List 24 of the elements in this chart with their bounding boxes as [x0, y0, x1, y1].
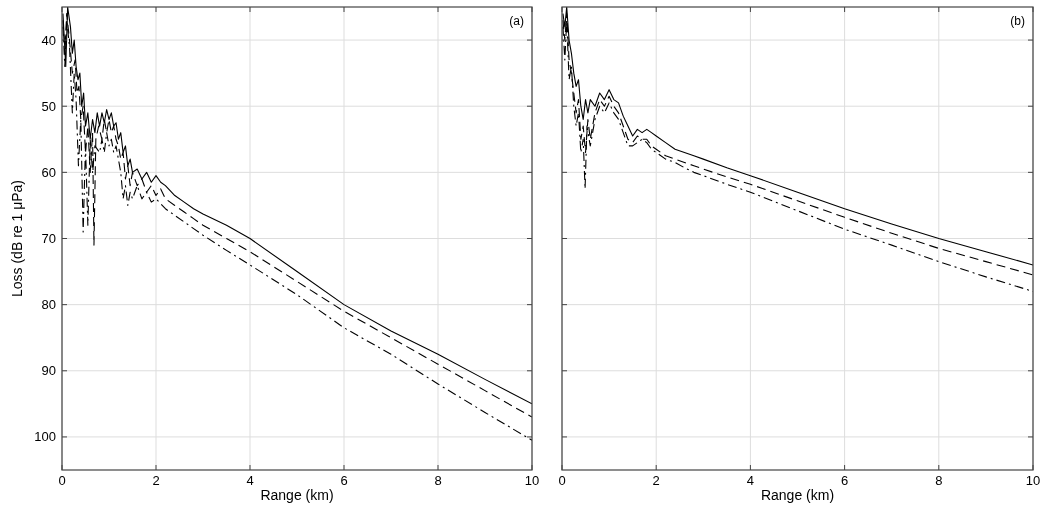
x-tick-label: 6: [340, 473, 348, 488]
x-tick-label: 6: [840, 473, 849, 488]
y-tick-label: 40: [41, 32, 56, 48]
x-axis-title: Range (km): [760, 487, 835, 503]
annotation: (a): [509, 14, 524, 28]
x-tick-label: 0: [58, 473, 66, 488]
x-tick-label: 8: [434, 473, 442, 488]
y-tick-label: 80: [41, 297, 56, 313]
y-tick-label: 60: [41, 164, 56, 180]
x-tick-label: 10: [524, 473, 540, 488]
x-tick-label: 10: [1025, 473, 1041, 488]
y-tick-label: 100: [34, 429, 56, 445]
x-tick-label: 8: [935, 473, 943, 488]
x-tick-label: 2: [152, 473, 160, 488]
y-tick-label: 70: [41, 231, 56, 247]
y-axis-title: Loss (dB re 1 μPa): [9, 179, 25, 298]
x-tick-label: 0: [558, 473, 566, 488]
x-tick-label: 4: [246, 473, 254, 488]
y-tick-label: 50: [41, 98, 56, 114]
x-axis-title: Range (km): [260, 487, 334, 503]
x-tick-label: 4: [746, 473, 755, 488]
y-tick-label: 90: [41, 363, 56, 379]
x-tick-label: 2: [652, 473, 660, 488]
annotation: (b): [1010, 14, 1025, 28]
